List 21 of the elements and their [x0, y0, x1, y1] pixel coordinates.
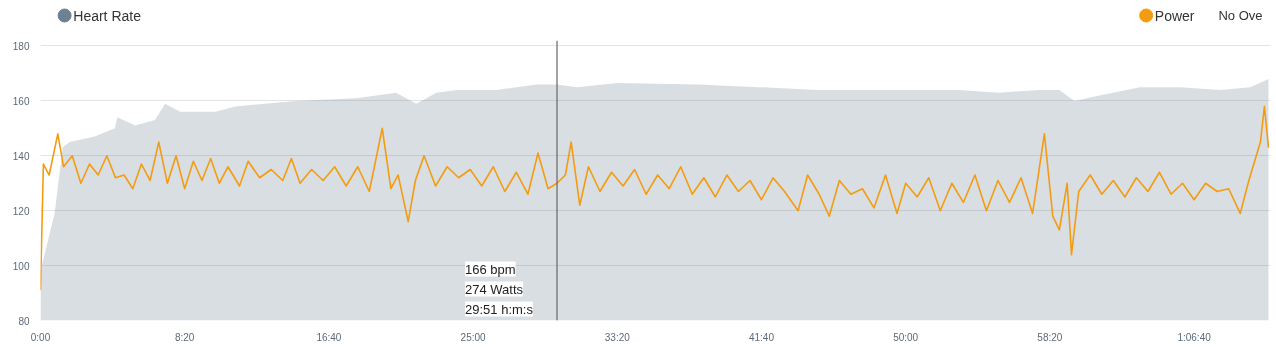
x-tick-label: 41:40	[748, 331, 775, 343]
y-tick-label: 160	[12, 95, 30, 107]
legend-label: Heart Rate	[73, 7, 142, 24]
x-tick-label: 25:00	[460, 331, 487, 343]
legend-label: Power	[1154, 7, 1195, 24]
x-tick-label: 8:20	[174, 331, 195, 343]
x-tick-label: 33:20	[604, 331, 631, 343]
annotation: 166 bpm	[465, 261, 516, 277]
text: No Ove	[1218, 8, 1263, 23]
x-tick-label: 58:20	[1037, 331, 1063, 343]
y-tick-label: 140	[12, 150, 30, 162]
x-tick-label: 50:00	[893, 331, 919, 343]
y-tick-label: 80	[18, 315, 30, 327]
x-tick-label: 1:06:40	[1177, 331, 1212, 343]
y-tick-label: 120	[12, 205, 30, 217]
y-tick-label: 180	[12, 40, 30, 52]
y-tick-label: 100	[12, 260, 30, 272]
annotation: 274 Watts	[465, 281, 524, 297]
x-tick-label: 0:00	[30, 331, 51, 343]
x-tick-label: 16:40	[316, 331, 342, 343]
annotation: 29:51 h:m:s	[465, 301, 534, 317]
